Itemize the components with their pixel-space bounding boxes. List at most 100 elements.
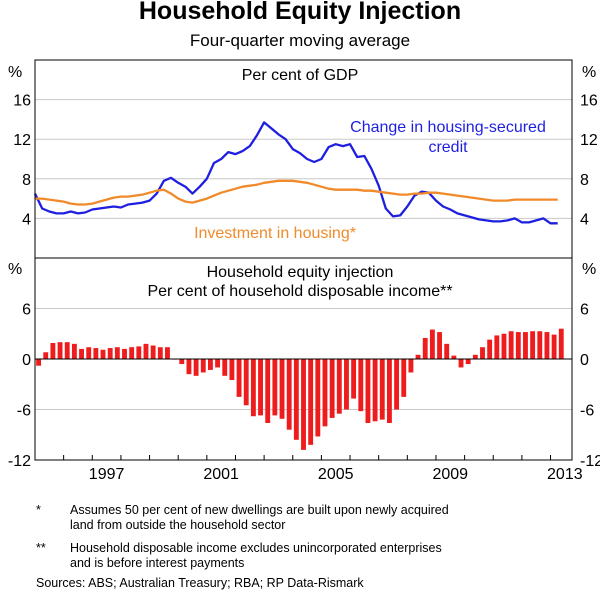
x-tick-label: 2005 (318, 466, 354, 483)
equity-injection-bar (143, 343, 149, 359)
equity-injection-bar (36, 359, 42, 366)
equity-injection-bar (308, 359, 314, 445)
top-panel-title: Per cent of GDP (242, 67, 359, 84)
x-tick-label: 2013 (547, 466, 583, 483)
equity-injection-bar (329, 359, 335, 418)
equity-injection-bar (265, 359, 271, 423)
housing-credit-label-line2: credit (428, 139, 468, 156)
bottom-y-tick-left: 0 (22, 352, 31, 369)
equity-injection-bar (401, 359, 407, 397)
equity-injection-bar (215, 359, 221, 368)
equity-injection-bar (480, 347, 485, 359)
equity-injection-bar (258, 359, 263, 416)
footnote-1-marker: * (36, 503, 41, 517)
top-y-tick-left: 8 (22, 172, 31, 189)
equity-injection-bar (372, 359, 378, 422)
equity-injection-bar (136, 346, 142, 360)
equity-injection-bar (429, 329, 435, 359)
equity-injection-bar (86, 347, 92, 359)
equity-injection-bar (150, 345, 156, 359)
top-y-tick-right: 16 (580, 93, 598, 110)
equity-injection-bar (229, 359, 235, 381)
equity-injection-bar (558, 328, 564, 359)
equity-injection-bar (50, 343, 56, 359)
equity-injection-bar (358, 359, 364, 412)
equity-injection-bar (544, 332, 550, 359)
equity-injection-bar (129, 347, 135, 359)
bottom-y-tick-right: -6 (580, 403, 594, 420)
equity-injection-bar (236, 359, 242, 397)
x-tick-label: 2001 (203, 466, 239, 483)
x-tick-label: 2009 (432, 466, 468, 483)
equity-injection-bar (222, 359, 228, 376)
top-y-tick-left: 16 (13, 93, 31, 110)
equity-injection-bar (451, 355, 457, 359)
top-y-tick-right: 8 (580, 172, 589, 189)
bottom-y-tick-right: -12 (580, 453, 600, 470)
top-y-tick-left: 4 (22, 211, 31, 228)
bottom-y-tick-left: -12 (8, 453, 31, 470)
equity-injection-bar (272, 359, 278, 416)
equity-injection-bar (322, 359, 328, 427)
top-y-tick-left: 12 (13, 132, 31, 149)
equity-injection-bar (100, 349, 106, 359)
equity-injection-bar (551, 334, 557, 359)
equity-injection-bar (186, 359, 192, 375)
equity-injection-bar (458, 359, 464, 368)
chart-subtitle: Four-quarter moving average (189, 31, 411, 50)
sources-note: Sources: ABS; Australian Treasury; RBA; … (36, 576, 364, 590)
bottom-unit-right: % (582, 261, 596, 278)
bottom-panel-subtitle: Per cent of household disposable income*… (147, 283, 452, 300)
equity-injection-bar (79, 348, 84, 359)
housing-investment-label: Investment in housing* (194, 225, 356, 242)
equity-injection-bar (530, 331, 536, 359)
equity-injection-bar (386, 359, 392, 423)
equity-injection-bar (394, 359, 400, 410)
equity-injection-bar (250, 359, 256, 417)
equity-injection-bar (415, 354, 421, 359)
equity-injection-bar (57, 342, 63, 359)
top-y-tick-right: 12 (580, 132, 598, 149)
equity-injection-bar (437, 332, 442, 359)
equity-injection-bar (43, 352, 49, 359)
equity-injection-bar (351, 359, 357, 399)
housing-credit-line (33, 121, 558, 225)
equity-injection-bar (64, 342, 70, 359)
footnote-1-line-1: Assumes 50 per cent of new dwellings are… (70, 503, 449, 517)
x-tick-label: 1997 (89, 466, 125, 483)
equity-injection-bar (243, 359, 249, 406)
top-unit-left: % (8, 64, 22, 81)
footnote-2-marker: ** (36, 541, 46, 555)
housing-investment-line (35, 179, 558, 206)
equity-injection-bar (501, 333, 507, 359)
equity-injection-bar (487, 339, 493, 359)
chart-title: Household Equity Injection (138, 0, 462, 25)
equity-injection-bar (107, 348, 113, 359)
top-y-tick-right: 4 (580, 211, 589, 228)
equity-injection-bar (165, 347, 170, 359)
equity-injection-bar (301, 359, 306, 450)
bottom-panel-title: Household equity injection (207, 264, 394, 281)
equity-injection-bar (444, 343, 450, 359)
equity-injection-bar (122, 348, 127, 359)
equity-injection-bar (193, 359, 199, 376)
equity-injection-bar (515, 332, 521, 359)
bottom-panel-frame (34, 257, 573, 461)
bottom-y-tick-left: -6 (17, 403, 31, 420)
equity-injection-bar (379, 359, 385, 420)
equity-injection-bar (157, 347, 163, 359)
bottom-unit-left: % (8, 261, 22, 278)
bottom-y-tick-right: 6 (580, 302, 589, 319)
equity-injection-bar (71, 343, 77, 359)
bottom-y-tick-left: 6 (22, 302, 31, 319)
equity-injection-bar (179, 359, 185, 365)
equity-injection-bar (200, 359, 206, 373)
equity-injection-bar (344, 359, 349, 410)
equity-injection-bar (523, 332, 528, 359)
equity-injection-bar (315, 359, 321, 437)
equity-injection-bar (494, 335, 500, 359)
footnote-1-line-2: land from outside the household sector (70, 518, 286, 532)
top-unit-right: % (582, 64, 596, 81)
equity-injection-bar (422, 337, 428, 359)
equity-injection-bar (408, 359, 414, 373)
